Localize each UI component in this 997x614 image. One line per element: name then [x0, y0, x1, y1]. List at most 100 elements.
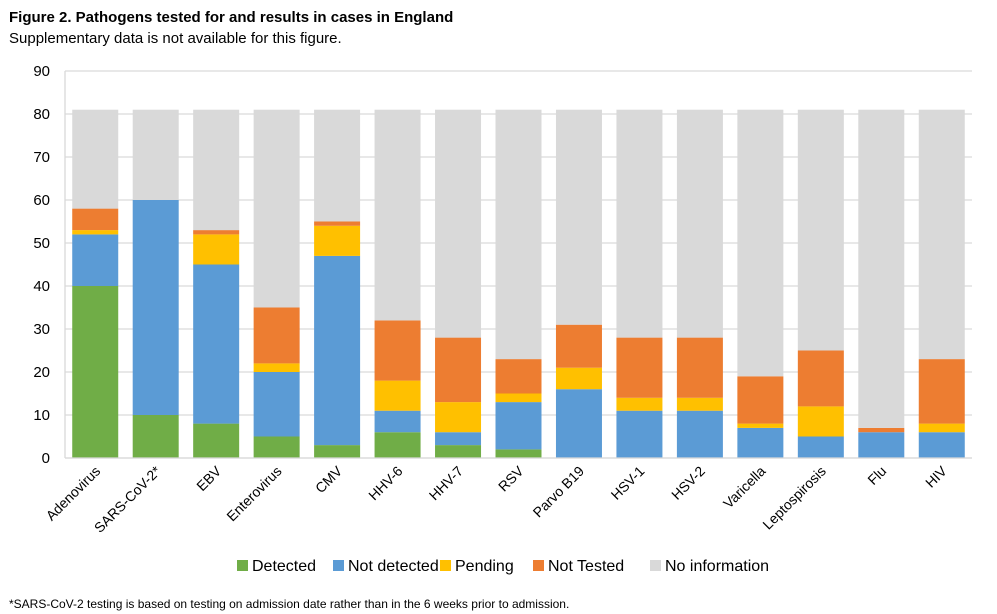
y-tick-label: 70 [33, 149, 50, 166]
bar-segment-no-information [676, 109, 723, 338]
x-tick-label: HSV-1 [608, 463, 648, 503]
bar-segment-detected [253, 436, 300, 458]
y-tick-label: 20 [33, 364, 50, 381]
bar-segment-pending [193, 234, 240, 265]
bar-segment-detected [495, 449, 542, 458]
bar-segment-not-tested [193, 230, 240, 235]
bar-segment-pending [555, 367, 602, 390]
bar-segment-not-detected [374, 410, 421, 433]
legend-label: Detected [252, 558, 316, 575]
y-tick-label: 90 [33, 63, 50, 80]
legend-label: Not detected [348, 558, 439, 575]
bar-segment-pending [314, 225, 361, 256]
y-tick-label: 40 [33, 278, 50, 295]
bar-segment-not-detected [555, 389, 602, 458]
y-tick-label: 10 [33, 407, 50, 424]
x-tick-label: RSV [495, 462, 527, 494]
legend-label: Not Tested [548, 558, 624, 575]
x-tick-label: EBV [193, 462, 225, 494]
x-tick-label: Leptospirosis [759, 463, 829, 533]
x-tick-label: HHV-7 [426, 463, 467, 504]
bar-segment-no-information [374, 109, 421, 321]
bar-segment-not-detected [314, 255, 361, 446]
chart-subtitle: Supplementary data is not available for … [9, 30, 342, 47]
bar-segment-not-detected [193, 264, 240, 424]
bar-segment-not-tested [72, 208, 119, 231]
x-tick-label: Enterovirus [223, 463, 284, 524]
bar-segment-no-information [737, 109, 784, 377]
bar-segment-detected [435, 445, 482, 458]
bar-segment-pending [435, 402, 482, 433]
bar-segment-not-detected [495, 402, 542, 450]
footnote: *SARS-CoV-2 testing is based on testing … [9, 597, 570, 611]
bar-segment-no-information [132, 109, 179, 200]
bar-segment-not-tested [676, 337, 723, 398]
x-tick-label: Adenovirus [43, 463, 104, 524]
x-tick-label: CMV [312, 462, 346, 496]
bar-segment-not-tested [797, 350, 844, 407]
bar-segment-not-detected [616, 410, 663, 458]
bar-segment-no-information [918, 109, 965, 360]
bar-segment-no-information [797, 109, 844, 351]
bar-segment-not-detected [797, 436, 844, 458]
bar-segment-pending [374, 380, 421, 411]
bar-segment-not-tested [495, 359, 542, 394]
bar-segment-not-tested [555, 324, 602, 368]
legend-swatch [237, 560, 248, 571]
y-tick-label: 60 [33, 192, 50, 209]
bar-segment-not-detected [435, 432, 482, 446]
bar-segment-no-information [314, 109, 361, 222]
bar-segment-no-information [253, 109, 300, 308]
bar-segment-not-tested [918, 359, 965, 424]
bar-segment-not-detected [858, 432, 905, 458]
bar-segment-pending [72, 230, 119, 235]
y-tick-label: 50 [33, 235, 50, 252]
bar-segment-detected [374, 432, 421, 458]
chart-title: Figure 2. Pathogens tested for and resul… [9, 9, 454, 26]
bar-segment-not-tested [737, 376, 784, 424]
bar-segment-not-detected [737, 427, 784, 458]
bar-segment-no-information [72, 109, 119, 209]
bar-segment-pending [253, 363, 300, 372]
bar-segment-not-tested [616, 337, 663, 398]
bar-segment-no-information [555, 109, 602, 325]
bar-segment-not-detected [253, 372, 300, 437]
bar-segment-detected [314, 445, 361, 458]
bar-segment-not-tested [435, 337, 482, 403]
bar-segment-detected [193, 423, 240, 458]
x-tick-label: HSV-2 [668, 463, 708, 503]
bar-segment-pending [495, 393, 542, 403]
x-tick-label: HHV-6 [365, 463, 406, 504]
bar-segment-not-detected [72, 234, 119, 286]
bar-segment-pending [918, 423, 965, 433]
bar-segment-no-information [616, 109, 663, 338]
legend-swatch [533, 560, 544, 571]
bar-segment-not-detected [918, 432, 965, 458]
bar-segment-not-detected [676, 410, 723, 458]
bar-segment-no-information [495, 109, 542, 360]
bar-segment-pending [737, 423, 784, 428]
legend-label: Pending [455, 558, 514, 575]
bar-segment-not-tested [858, 427, 905, 433]
x-tick-label: Parvo B19 [530, 463, 588, 521]
x-tick-label: Varicella [720, 463, 769, 512]
bar-segment-no-information [435, 109, 482, 338]
bar-segment-pending [797, 406, 844, 437]
bar-segment-not-tested [314, 221, 361, 226]
y-tick-label: 0 [42, 450, 50, 467]
bar-segment-no-information [858, 109, 905, 428]
legend-swatch [650, 560, 661, 571]
bar-segment-not-tested [253, 307, 300, 364]
bar-segment-detected [72, 286, 119, 458]
bar-segment-pending [676, 397, 723, 411]
bar-segment-not-tested [374, 320, 421, 381]
y-tick-label: 30 [33, 321, 50, 338]
bar-segment-no-information [193, 109, 240, 231]
bar-segment-pending [616, 397, 663, 411]
legend-swatch [440, 560, 451, 571]
legend-label: No information [665, 558, 769, 575]
bar-segment-not-detected [132, 200, 179, 415]
bar-segment-detected [132, 415, 179, 458]
x-tick-label: Flu [864, 463, 889, 488]
